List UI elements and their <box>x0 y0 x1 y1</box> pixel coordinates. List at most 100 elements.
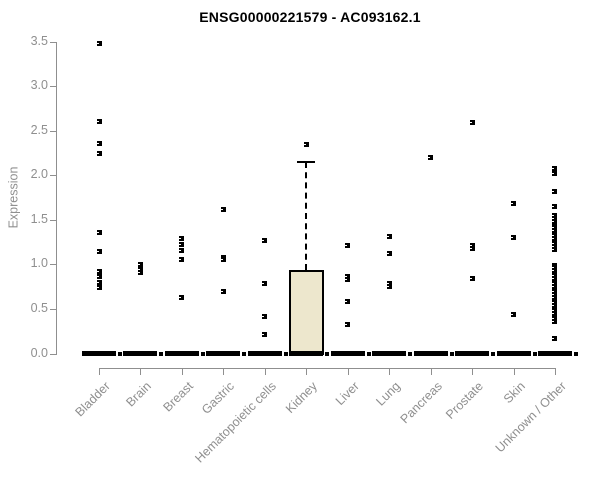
x-axis-line <box>99 368 556 369</box>
outlier-point <box>552 203 558 209</box>
outlier-point <box>552 335 558 341</box>
outlier-point <box>552 236 558 241</box>
zero-boxplot-bar <box>123 351 158 356</box>
zero-boxplot-bar <box>247 351 282 356</box>
outlier-point <box>386 281 392 287</box>
outlier-point <box>469 276 475 282</box>
outlier-point <box>137 269 143 275</box>
outlier-point <box>179 242 185 248</box>
outlier-point <box>137 261 143 267</box>
zero-boxplot-bar <box>82 351 116 356</box>
outlier-point <box>552 262 558 268</box>
outlier-point <box>96 140 102 146</box>
zero-boxplot-bar <box>496 351 531 356</box>
outlier-point <box>552 284 558 290</box>
zero-boxplot-bar <box>330 351 365 356</box>
y-axis-tick <box>50 86 57 88</box>
zero-boxplot-bar <box>537 351 572 356</box>
x-axis-tick <box>472 369 474 375</box>
outlier-point <box>345 321 351 327</box>
outlier-point <box>137 267 143 273</box>
outlier-point <box>96 279 102 285</box>
zero-outlier-dot <box>449 351 454 356</box>
outlier-point <box>386 284 392 290</box>
y-axis-tick <box>50 41 57 43</box>
y-axis-tick-label: 3.5 <box>30 33 48 48</box>
outlier-point <box>303 141 309 147</box>
zero-boxplot-bar <box>206 351 241 356</box>
whisker-line <box>305 161 308 270</box>
outlier-point <box>552 305 558 311</box>
outlier-point <box>552 316 558 322</box>
y-axis-tick-label: 3.0 <box>30 78 48 93</box>
outlier-point <box>552 233 558 239</box>
outlier-point <box>552 170 558 176</box>
outlier-point <box>96 249 102 255</box>
outlier-point <box>552 297 558 303</box>
zero-outlier-dot <box>325 351 330 356</box>
zero-boxplot-bar <box>289 351 324 356</box>
x-axis-tick <box>223 369 225 375</box>
outlier-point <box>262 313 268 319</box>
outlier-point <box>552 292 558 298</box>
outlier-point <box>469 245 475 251</box>
zero-outlier-dot <box>118 351 122 356</box>
boxplot-box <box>288 269 324 356</box>
outlier-point <box>220 254 226 260</box>
x-axis-tick <box>140 369 142 375</box>
outlier-point <box>552 276 558 282</box>
outlier-point <box>220 257 226 263</box>
outlier-point <box>552 270 558 276</box>
y-axis-tick <box>50 219 57 221</box>
outlier-point <box>262 332 268 338</box>
outlier-point <box>552 310 558 316</box>
outlier-point <box>552 238 558 244</box>
outlier-point <box>386 234 392 240</box>
outlier-point <box>552 227 558 233</box>
zero-outlier-dot <box>283 351 288 356</box>
y-axis-tick <box>50 353 57 355</box>
outlier-point <box>552 265 558 271</box>
outlier-point <box>262 281 268 287</box>
outlier-point <box>179 248 185 254</box>
outlier-point <box>96 119 102 125</box>
outlier-point <box>511 235 516 241</box>
outlier-point <box>552 215 558 221</box>
outlier-point <box>552 212 558 218</box>
x-axis-tick <box>264 369 266 375</box>
zero-outlier-dot <box>532 351 537 356</box>
x-axis-tick <box>306 369 308 375</box>
outlier-point <box>179 236 185 241</box>
y-axis-line <box>56 41 57 355</box>
outlier-point <box>552 241 558 247</box>
outlier-point <box>552 294 558 300</box>
outlier-point <box>96 40 102 46</box>
zero-outlier-dot <box>408 351 413 356</box>
outlier-point <box>96 229 102 235</box>
x-axis-tick <box>513 369 515 375</box>
outlier-point <box>511 201 516 207</box>
y-axis-tick <box>50 264 57 266</box>
outlier-point <box>345 274 351 280</box>
y-axis-tick-label: 0.0 <box>30 345 48 360</box>
y-axis-tick-label: 0.5 <box>30 300 48 315</box>
y-axis-tick <box>50 175 57 177</box>
outlier-point <box>96 285 102 291</box>
outlier-point <box>552 225 558 231</box>
outlier-point <box>179 294 185 300</box>
outlier-point <box>137 264 143 270</box>
outlier-point <box>386 251 392 257</box>
zero-boxplot-bar <box>413 351 448 356</box>
outlier-point <box>511 311 516 317</box>
outlier-point <box>262 237 268 243</box>
outlier-point <box>552 246 558 252</box>
zero-outlier-dot <box>573 351 578 356</box>
outlier-point <box>552 300 558 306</box>
zero-boxplot-bar <box>455 351 490 356</box>
outlier-point <box>552 165 558 171</box>
zero-outlier-dot <box>366 351 371 356</box>
y-axis-tick-label: 1.0 <box>30 256 48 271</box>
outlier-point <box>345 243 351 249</box>
outlier-point <box>552 308 558 314</box>
